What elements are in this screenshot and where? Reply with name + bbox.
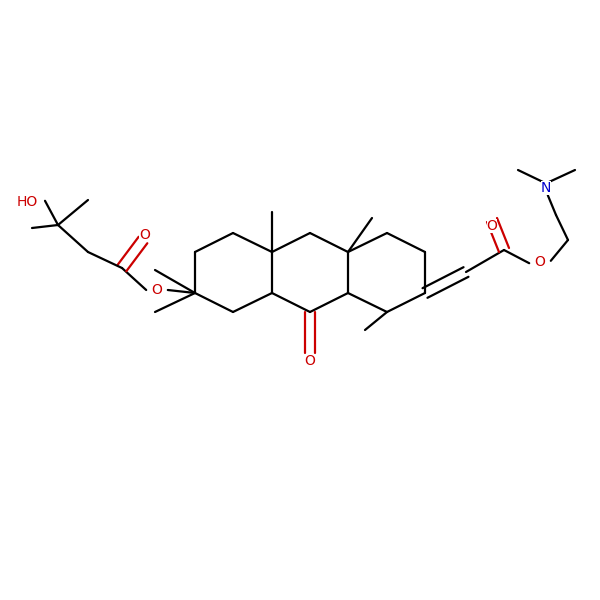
Text: O: O <box>305 354 316 368</box>
Text: O: O <box>535 255 545 269</box>
Text: N: N <box>541 181 551 195</box>
Text: O: O <box>139 228 150 242</box>
Text: O: O <box>152 283 163 297</box>
Text: HO: HO <box>17 195 38 209</box>
Text: O: O <box>487 219 497 233</box>
